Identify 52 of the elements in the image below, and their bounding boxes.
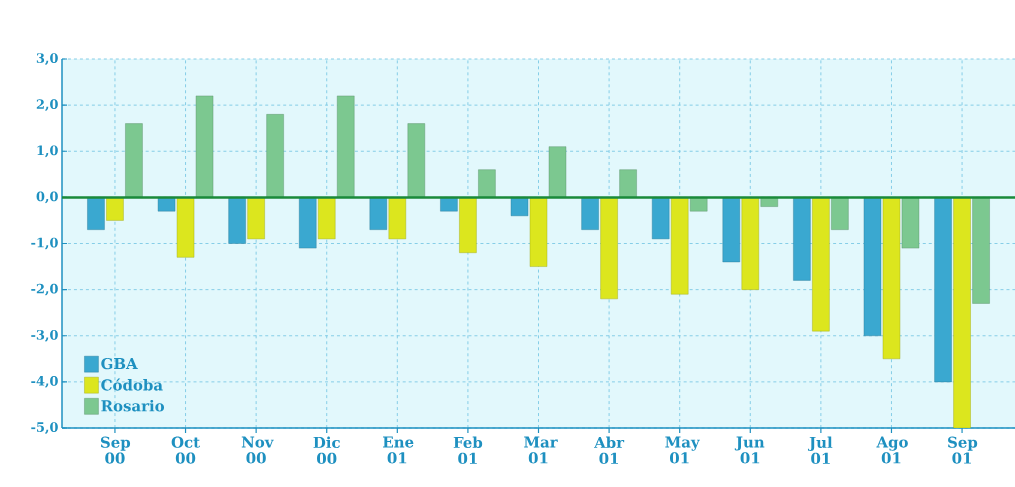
bar xyxy=(337,95,355,198)
y-tick-label: -1,0 xyxy=(31,237,58,250)
bar xyxy=(670,197,689,295)
x-tick-label: May 01 xyxy=(665,436,700,464)
x-tick-label: Nov 00 xyxy=(241,436,274,464)
x-tick-label: Sep 00 xyxy=(100,436,131,464)
x-tick-label: Ago 01 xyxy=(876,436,908,464)
y-tick-label: 1,0 xyxy=(37,145,58,158)
bar xyxy=(548,146,567,198)
bar xyxy=(228,197,246,244)
x-tick-label: Sep 01 xyxy=(948,436,978,464)
bar xyxy=(972,197,990,304)
bar xyxy=(901,197,920,249)
y-tick-label: -4,0 xyxy=(31,376,58,388)
bar xyxy=(87,197,105,230)
bar xyxy=(266,114,284,198)
x-tick-label: Abr 01 xyxy=(594,436,625,465)
y-tick-label: 3,0 xyxy=(36,53,58,65)
x-tick-label: Mar 01 xyxy=(524,436,558,464)
x-tick-label: Ene 01 xyxy=(383,436,414,464)
x-tick-label: Dic 00 xyxy=(313,436,340,465)
bar xyxy=(741,197,759,290)
bar xyxy=(581,197,599,230)
bar xyxy=(369,197,388,230)
bar xyxy=(793,197,811,281)
x-tick-label: Oct 00 xyxy=(171,436,200,464)
y-tick-label: -3,0 xyxy=(31,329,58,342)
legend-label: GBA xyxy=(101,357,138,370)
x-tick-label: Feb 01 xyxy=(453,436,483,465)
bar xyxy=(407,123,426,198)
bar xyxy=(195,95,214,198)
bar xyxy=(600,197,618,300)
bar xyxy=(722,197,740,263)
legend-label: Códoba xyxy=(101,378,163,391)
bar xyxy=(831,197,849,230)
y-tick-label: 2,0 xyxy=(36,99,58,112)
bar xyxy=(125,123,143,198)
bar xyxy=(299,197,317,249)
bar xyxy=(934,197,952,383)
x-tick-label: Jun 01 xyxy=(734,436,765,464)
y-tick-label: -2,0 xyxy=(31,283,58,296)
bar xyxy=(863,197,882,336)
legend-label: Rosario xyxy=(101,399,165,412)
bar xyxy=(619,169,637,198)
bar xyxy=(652,197,670,240)
bar xyxy=(953,197,971,428)
x-tick-label: Jul 01 xyxy=(807,436,833,465)
bar xyxy=(812,197,830,332)
bar xyxy=(459,197,477,253)
y-tick-label: -5,0 xyxy=(31,422,58,434)
y-tick-label: 0,0 xyxy=(36,191,58,204)
bar xyxy=(478,169,496,198)
